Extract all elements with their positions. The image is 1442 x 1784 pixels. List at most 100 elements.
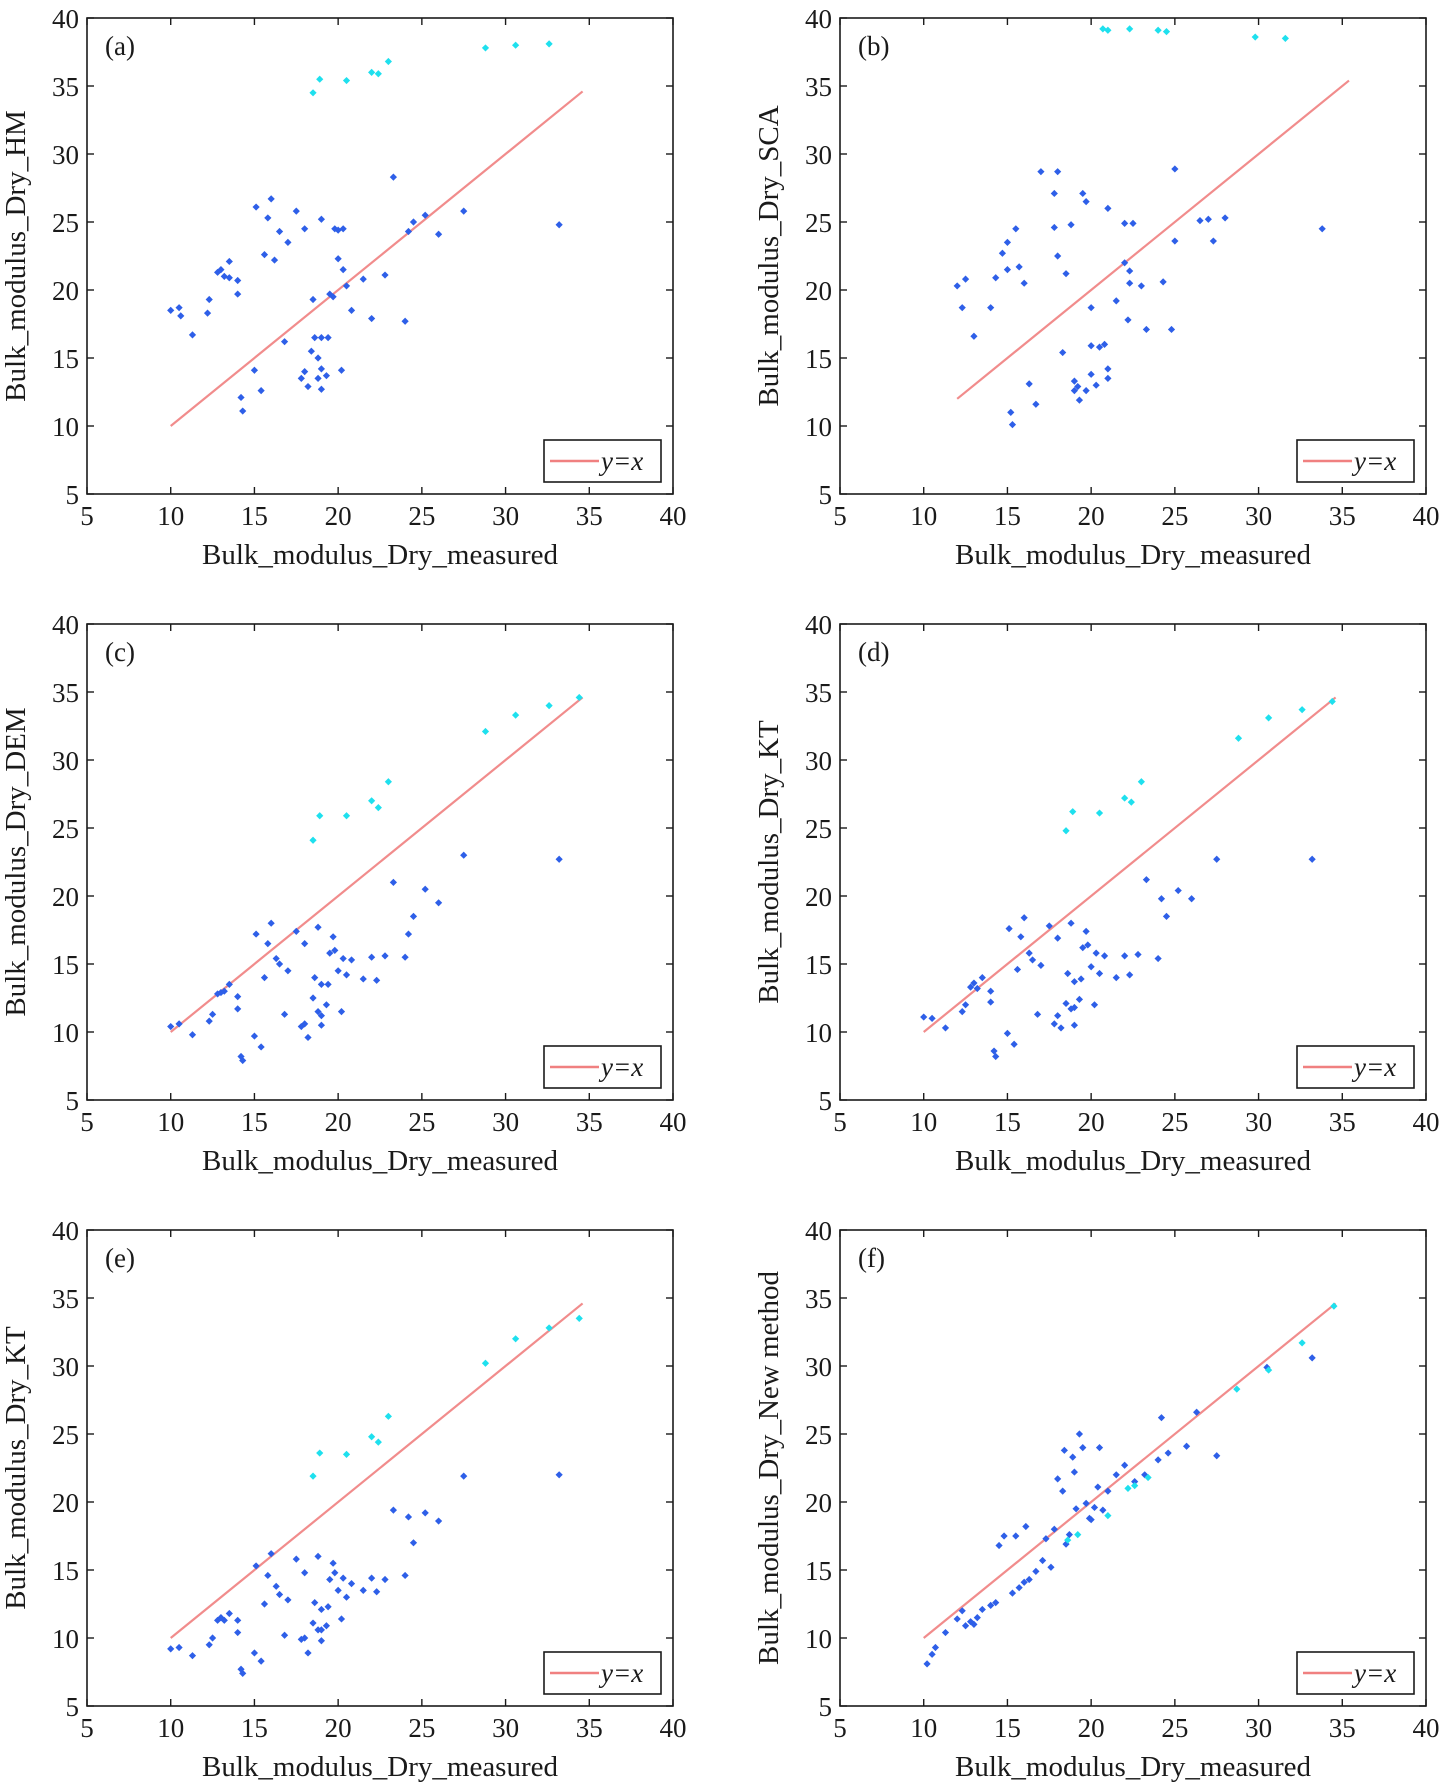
- data-point: [1129, 219, 1137, 227]
- data-point: [401, 953, 409, 961]
- outlier-point: [374, 70, 382, 78]
- data-point: [260, 1600, 269, 1608]
- data-point: [205, 1641, 213, 1649]
- y-tick-label: 20: [805, 1488, 832, 1518]
- x-tick-label: 25: [408, 501, 435, 531]
- data-point: [188, 1031, 197, 1039]
- data-point: [1015, 1584, 1023, 1592]
- panel-f: 5 10 15 20 25 30 35 40 5 10 15 20 25 30 35 40 Bulk_modul…: [753, 1216, 1440, 1783]
- data-point: [1012, 1532, 1020, 1540]
- data-point: [389, 878, 397, 886]
- data-point: [1054, 934, 1062, 942]
- data-point: [401, 1571, 409, 1580]
- data-point: [1134, 950, 1142, 959]
- y-tick-label: 5: [66, 1692, 80, 1722]
- data-point: [264, 940, 272, 948]
- legend-label: y=x: [1351, 446, 1396, 476]
- outlier-point: [384, 1412, 392, 1420]
- data-point: [237, 1665, 245, 1673]
- data-point: [1079, 189, 1087, 198]
- data-point: [1124, 316, 1132, 324]
- x-tick-label: 5: [80, 1107, 94, 1137]
- x-tick-label: 5: [80, 501, 94, 531]
- data-point: [1067, 919, 1075, 927]
- reference-line-y-equals-x: [170, 1302, 584, 1639]
- data-point: [331, 1569, 339, 1577]
- data-point: [337, 1615, 346, 1623]
- y-tick-label: 35: [52, 1284, 79, 1314]
- data-point: [1308, 855, 1316, 863]
- data-point: [1084, 941, 1092, 949]
- y-tick-label: 15: [805, 1556, 832, 1586]
- data-point: [311, 334, 319, 342]
- data-point: [347, 1580, 356, 1588]
- data-point: [978, 974, 986, 982]
- outlier-point: [316, 812, 324, 820]
- data-point: [1318, 225, 1326, 233]
- data-point: [359, 1586, 367, 1594]
- data-point: [1154, 1456, 1162, 1464]
- outlier-point: [342, 812, 351, 820]
- data-point: [421, 1509, 429, 1517]
- data-point: [317, 215, 325, 223]
- x-tick-label: 15: [241, 1713, 268, 1743]
- data-point: [404, 227, 413, 236]
- outlier-point: [316, 75, 324, 83]
- outlier-point: [1328, 697, 1336, 706]
- x-tick-label: 20: [1078, 501, 1105, 531]
- data-point: [175, 1020, 183, 1028]
- data-point: [928, 1014, 936, 1022]
- data-point: [284, 967, 292, 975]
- outlier-point: [374, 804, 382, 812]
- data-point: [1092, 381, 1100, 389]
- data-point: [958, 304, 966, 312]
- outlier-point: [575, 693, 583, 702]
- data-point: [203, 309, 212, 317]
- data-point: [1050, 1020, 1058, 1028]
- y-tick-label: 25: [52, 1420, 79, 1450]
- data-point: [460, 1472, 468, 1480]
- outlier-point: [1298, 706, 1306, 714]
- data-point: [1070, 387, 1078, 395]
- y-tick-label: 10: [805, 412, 832, 442]
- data-point: [225, 274, 233, 282]
- outlier-point: [545, 1324, 553, 1332]
- data-point: [309, 295, 317, 304]
- reference-line-y-equals-x: [923, 1302, 1337, 1639]
- legend-box: [543, 1045, 662, 1089]
- x-tick-label: 25: [408, 1713, 435, 1743]
- data-point: [1050, 223, 1058, 232]
- data-point: [1059, 348, 1067, 357]
- y-tick-label: 40: [805, 4, 832, 34]
- data-point: [1087, 963, 1095, 971]
- data-point: [317, 1637, 325, 1645]
- data-point: [307, 347, 315, 355]
- data-point: [1099, 1506, 1107, 1514]
- y-tick-label: 15: [805, 344, 832, 374]
- y-tick-label: 30: [52, 140, 79, 170]
- data-point: [177, 312, 185, 320]
- data-point: [1162, 912, 1171, 920]
- y-tick-label: 35: [805, 72, 832, 102]
- data-point: [404, 1513, 413, 1521]
- data-point: [1062, 270, 1070, 278]
- outlier-point: [1162, 28, 1171, 36]
- data-point: [1003, 238, 1012, 246]
- outlier-point: [481, 1359, 490, 1367]
- data-point: [421, 211, 429, 219]
- x-tick-label: 40: [1413, 1713, 1440, 1743]
- data-point: [928, 1650, 936, 1658]
- data-point: [961, 275, 970, 283]
- data-point: [1020, 279, 1028, 287]
- y-tick-label: 30: [805, 746, 832, 776]
- data-point: [970, 979, 978, 987]
- x-tick-label: 20: [325, 1107, 352, 1137]
- data-point: [311, 974, 319, 982]
- outlier-point: [1099, 25, 1107, 33]
- data-point: [324, 980, 332, 988]
- data-point: [1171, 237, 1179, 245]
- data-point: [1121, 259, 1129, 267]
- data-point: [381, 1575, 389, 1584]
- data-point: [347, 306, 356, 314]
- data-point: [1104, 374, 1112, 382]
